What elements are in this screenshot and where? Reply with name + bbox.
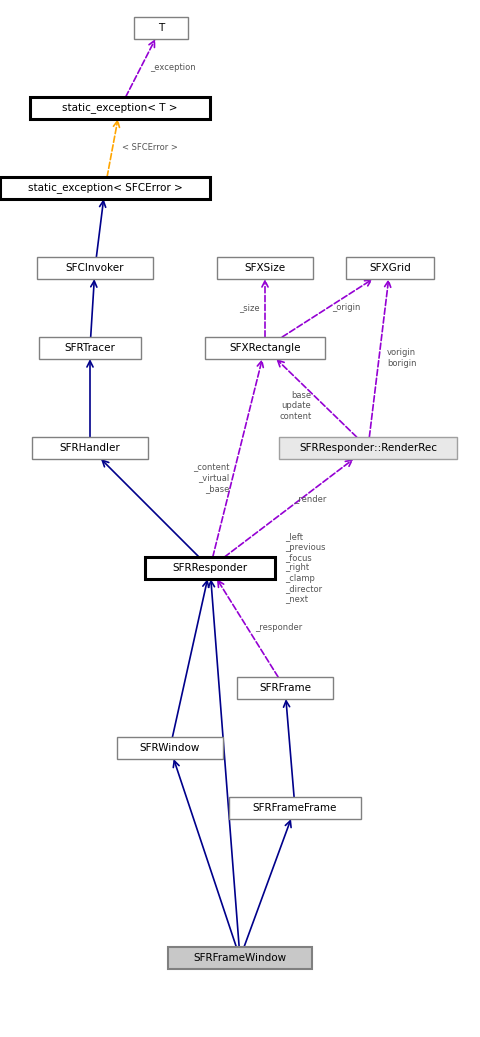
Bar: [278, 437, 456, 459]
Text: < SFCError >: < SFCError >: [122, 143, 178, 152]
Text: SFRResponder::RenderRec: SFRResponder::RenderRec: [299, 443, 436, 453]
Text: SFRFrameWindow: SFRFrameWindow: [193, 953, 286, 963]
Bar: [228, 797, 360, 819]
Bar: [39, 337, 141, 359]
Text: SFXGrid: SFXGrid: [368, 263, 410, 273]
Bar: [345, 257, 433, 279]
Bar: [0, 177, 210, 199]
Text: _origin: _origin: [332, 304, 360, 312]
Bar: [168, 947, 312, 969]
Text: _responder: _responder: [255, 623, 302, 633]
Bar: [32, 437, 148, 459]
Text: _content
_virtual
_base: _content _virtual _base: [192, 463, 229, 493]
Text: SFXRectangle: SFXRectangle: [229, 343, 300, 353]
Bar: [144, 557, 275, 579]
Text: _render: _render: [293, 494, 326, 503]
Text: _size: _size: [239, 304, 260, 312]
Bar: [117, 737, 223, 759]
Bar: [216, 257, 312, 279]
Text: SFRWindow: SFRWindow: [140, 742, 200, 753]
Text: SFRFrameFrame: SFRFrameFrame: [252, 803, 336, 813]
Text: SFRHandler: SFRHandler: [60, 443, 120, 453]
Text: _exception: _exception: [150, 63, 196, 73]
Text: base
update
content: base update content: [279, 391, 311, 421]
Text: SFXSize: SFXSize: [244, 263, 285, 273]
Text: T: T: [157, 23, 164, 33]
Text: SFRTracer: SFRTracer: [64, 343, 115, 353]
Bar: [30, 97, 210, 119]
Text: static_exception< T >: static_exception< T >: [62, 103, 178, 113]
Text: SFRFrame: SFRFrame: [258, 683, 311, 693]
Text: _left
_previous
_focus
_right
_clamp
_director
_next: _left _previous _focus _right _clamp _di…: [285, 532, 325, 604]
Text: static_exception< SFCError >: static_exception< SFCError >: [27, 183, 182, 194]
Bar: [237, 677, 332, 699]
Bar: [204, 337, 324, 359]
Bar: [37, 257, 153, 279]
Bar: [134, 17, 188, 39]
Text: SFRResponder: SFRResponder: [172, 563, 247, 573]
Text: SFCInvoker: SFCInvoker: [66, 263, 124, 273]
Text: vorigin
borigin: vorigin borigin: [386, 348, 416, 368]
